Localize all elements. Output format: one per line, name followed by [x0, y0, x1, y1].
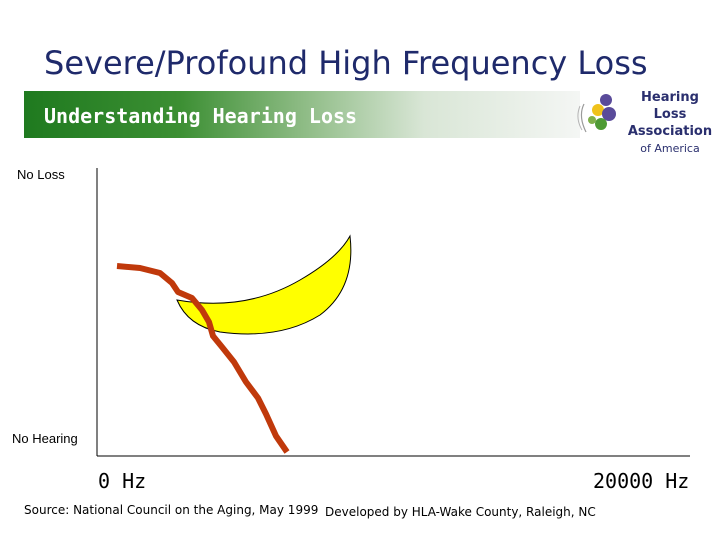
section-banner: Understanding Hearing Loss — [24, 91, 580, 138]
hearing-loss-curve — [116, 263, 290, 454]
x-axis-right-label: 20000 Hz — [593, 469, 690, 493]
logo-mark-icon — [577, 94, 616, 133]
slide-title: Severe/Profound High Frequency Loss — [44, 44, 648, 82]
hlaa-logo: Hearing Loss Association of America — [576, 86, 716, 155]
logo-text: Hearing Loss Association of America — [624, 89, 716, 157]
logo-line-3: of America — [640, 142, 700, 155]
y-axis-bottom-label: No Hearing — [12, 431, 78, 446]
credit-note: Developed by HLA-Wake County, Raleigh, N… — [325, 505, 596, 519]
source-note: Source: National Council on the Aging, M… — [24, 503, 319, 517]
logo-line-2: Association — [627, 124, 713, 139]
speech-banana — [176, 234, 352, 335]
banner-text: Understanding Hearing Loss — [44, 104, 358, 128]
x-axis-left-label: 0 Hz — [98, 469, 147, 493]
logo-line-1: Hearing Loss — [641, 90, 699, 122]
y-axis-top-label: No Loss — [17, 167, 65, 182]
